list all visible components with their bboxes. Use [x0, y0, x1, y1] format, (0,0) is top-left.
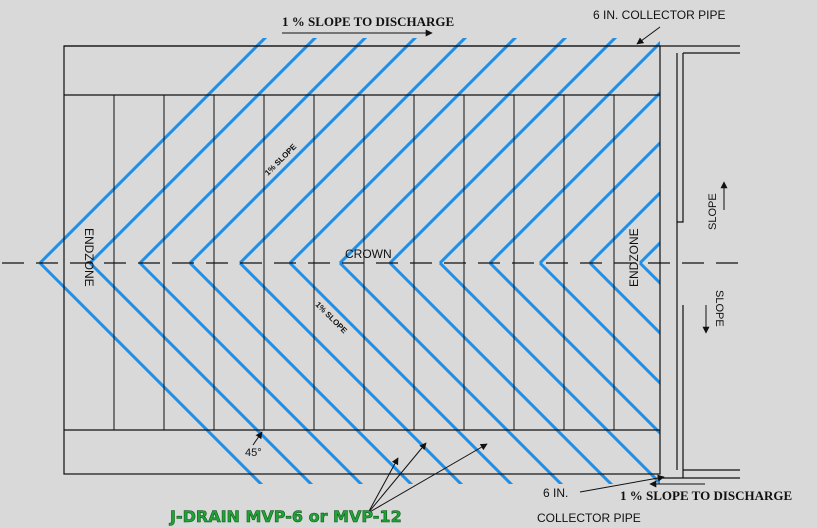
top-collector-label: 6 IN. COLLECTOR PIPE [593, 8, 726, 22]
product-leaders [367, 442, 488, 514]
right-endzone-label: ENDZONE [627, 228, 641, 287]
drain-line-upper-6 [338, 38, 568, 265]
drain-line-lower-13 [690, 263, 817, 503]
drain-line-lower-1 [88, 261, 314, 484]
top-slope-label: 1 % SLOPE TO DISCHARGE [282, 14, 454, 29]
drain-line-upper-3 [188, 38, 418, 265]
drain-line-lower-5 [288, 261, 514, 484]
product-leader-1 [367, 457, 399, 514]
drain-line-lower-4 [238, 261, 464, 484]
drain-line-lower-11 [588, 261, 660, 336]
bottom-slope-label: 1 % SLOPE TO DISCHARGE [620, 488, 792, 503]
drain-line-upper-8 [438, 40, 660, 265]
drain-line-upper-1 [88, 38, 318, 265]
drain-line-upper-7 [388, 38, 618, 265]
product-leader-3 [367, 443, 488, 514]
drain-line-upper-5 [288, 38, 518, 265]
drain-line-lower-6 [338, 261, 564, 484]
drain-line-lower-8 [438, 261, 660, 484]
drain-line-lower-7 [388, 261, 614, 484]
collector-pipes [64, 45, 740, 479]
drain-line-upper-12 [638, 240, 660, 265]
right-lower-slope-label: SLOPE [713, 290, 725, 327]
drain-line-lower-0 [38, 261, 264, 484]
drain-line-upper-11 [588, 190, 660, 265]
left-endzone-label: ENDZONE [82, 228, 96, 287]
drain-line-lower-12 [638, 261, 660, 286]
drain-line-lower-10 [538, 261, 660, 386]
top-collector-pipe [64, 45, 740, 479]
drain-line-lower-2 [138, 261, 364, 484]
angle-label: 45° [245, 447, 262, 459]
drain-line-upper-4 [238, 38, 468, 265]
bottom-collector-leader [579, 474, 665, 493]
drain-line-upper-9 [488, 90, 660, 265]
drain-line-upper-2 [138, 38, 368, 265]
right-upper-slope-label: SLOPE [707, 193, 719, 230]
drain-line-upper-0 [38, 38, 268, 265]
drain-line-upper-10 [538, 140, 660, 265]
drain-line-lower-9 [488, 261, 660, 436]
bottom-collector-size-label: 6 IN. [543, 486, 568, 500]
drain-lines [38, 38, 817, 503]
top-collector-leader [636, 26, 661, 45]
drain-line-lower-3 [188, 261, 414, 484]
product-leader-2 [367, 442, 427, 514]
bottom-collector-name-label: COLLECTOR PIPE [537, 511, 641, 525]
angle-leader [252, 431, 263, 446]
product-label: J-DRAIN MVP-6 or MVP-12 [169, 507, 402, 526]
crown-label: CROWN [345, 247, 392, 261]
